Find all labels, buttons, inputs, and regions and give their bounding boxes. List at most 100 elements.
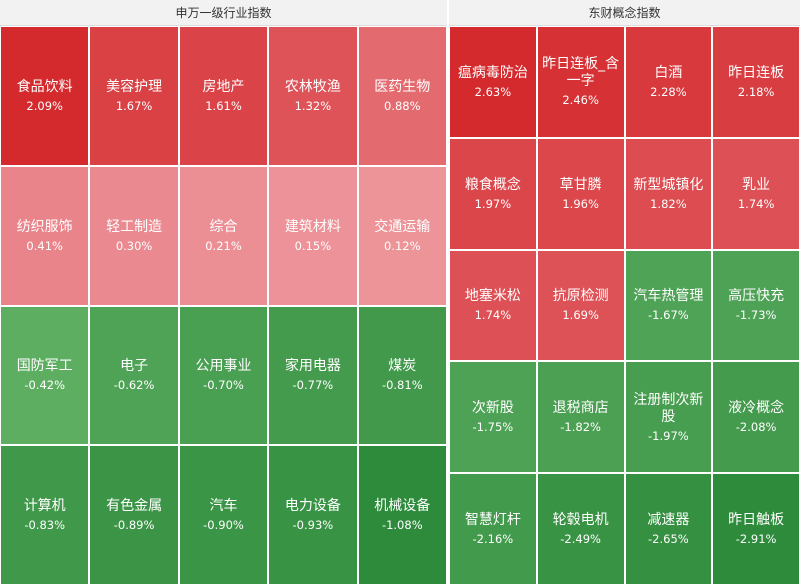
industry-tile-name: 农林牧渔 <box>284 78 341 95</box>
concept-tile-change: -1.67% <box>648 308 689 323</box>
industry-tile-change: 0.21% <box>205 238 242 253</box>
industry-tile[interactable]: 医药生物 0.88% <box>357 26 447 166</box>
concept-panel-title: 东财概念指数 <box>449 0 800 26</box>
concept-tile[interactable]: 昨日连板_含一字 2.46% <box>536 26 625 138</box>
industry-tile[interactable]: 计算机 -0.83% <box>0 445 90 585</box>
concept-tile[interactable]: 注册制次新股 -1.97% <box>624 361 713 474</box>
industry-tile-name: 机械设备 <box>374 498 431 515</box>
industry-tile-name: 纺织服饰 <box>16 218 73 235</box>
concept-tile[interactable]: 白酒 2.28% <box>624 26 713 138</box>
concept-tile-change: 1.74% <box>474 308 512 323</box>
concept-tile-name: 抗原检测 <box>552 288 609 305</box>
concept-tile-change: -2.91% <box>735 532 777 547</box>
concept-tile-change: 2.18% <box>737 84 775 99</box>
concept-tile-change: 2.63% <box>474 84 512 99</box>
concept-tile[interactable]: 瘟病毒防治 2.63% <box>449 26 537 138</box>
industry-tile[interactable]: 有色金属 -0.89% <box>89 445 179 585</box>
concept-tile[interactable]: 轮毂电机 -2.49% <box>536 473 625 585</box>
industry-tile[interactable]: 建筑材料 0.15% <box>268 165 358 306</box>
industry-tile-name: 综合 <box>209 218 238 235</box>
concept-tile-name: 液冷概念 <box>728 400 785 417</box>
concept-tile-name: 智慧灯杆 <box>464 512 521 529</box>
industry-tile-change: 0.41% <box>26 238 63 253</box>
concept-tile-change: 2.28% <box>650 84 687 99</box>
industry-tile-name: 家用电器 <box>284 358 341 375</box>
industry-tile-change: 0.12% <box>384 238 421 253</box>
industry-tile-name: 电子 <box>120 358 149 375</box>
industry-tile[interactable]: 家用电器 -0.77% <box>268 305 358 446</box>
concept-tile[interactable]: 抗原检测 1.69% <box>536 249 625 362</box>
industry-tile-name: 轻工制造 <box>106 218 163 235</box>
industry-tile-name: 交通运输 <box>374 218 431 235</box>
industry-tile-name: 有色金属 <box>106 498 163 515</box>
concept-tile-name: 白酒 <box>654 64 683 81</box>
industry-tile-name: 煤炭 <box>388 358 417 375</box>
concept-tile[interactable]: 草甘膦 1.96% <box>536 137 625 250</box>
concept-tile-name: 乳业 <box>742 176 771 193</box>
industry-tile-change: 0.15% <box>294 238 332 253</box>
industry-tile-name: 公用事业 <box>195 358 252 375</box>
industry-tile[interactable]: 轻工制造 0.30% <box>89 165 179 306</box>
industry-tile[interactable]: 煤炭 -0.81% <box>357 305 447 446</box>
industry-tile-name: 建筑材料 <box>284 218 341 235</box>
concept-tile[interactable]: 高压快充 -1.73% <box>712 249 800 362</box>
concept-tile-name: 瘟病毒防治 <box>457 64 528 81</box>
industry-tile[interactable]: 农林牧渔 1.32% <box>268 26 358 166</box>
concept-tile-name: 轮毂电机 <box>552 512 609 529</box>
industry-tile[interactable]: 国防军工 -0.42% <box>0 305 90 446</box>
industry-tile-name: 医药生物 <box>374 78 431 95</box>
concept-tile-name: 注册制次新股 <box>633 391 704 425</box>
concept-tile[interactable]: 汽车热管理 -1.67% <box>624 249 713 362</box>
industry-tile[interactable]: 电力设备 -0.93% <box>268 445 358 585</box>
industry-tile[interactable]: 公用事业 -0.70% <box>178 305 269 446</box>
concept-tile-change: -1.73% <box>735 308 777 323</box>
concept-tile-name: 新型城镇化 <box>633 176 704 193</box>
industry-tile[interactable]: 汽车 -0.90% <box>178 445 269 585</box>
industry-tile-change: -0.90% <box>203 518 244 533</box>
concept-tile[interactable]: 次新股 -1.75% <box>449 361 537 474</box>
industry-tile[interactable]: 美容护理 1.67% <box>89 26 179 166</box>
concept-tile-name: 减速器 <box>647 512 690 529</box>
concept-tile-name: 昨日连板 <box>728 64 785 81</box>
concept-tile-change: -2.16% <box>472 532 514 547</box>
concept-tile-name: 汽车热管理 <box>633 288 704 305</box>
concept-tile[interactable]: 减速器 -2.65% <box>624 473 713 585</box>
industry-tile-change: -0.42% <box>24 378 66 393</box>
concept-tile-change: 1.74% <box>737 196 775 211</box>
concept-tile[interactable]: 昨日触板 -2.91% <box>712 473 800 585</box>
concept-tile-name: 退税商店 <box>552 400 609 417</box>
industry-tile-change: -0.62% <box>113 378 155 393</box>
industry-tile[interactable]: 房地产 1.61% <box>178 26 269 166</box>
industry-tile-name: 计算机 <box>23 498 66 515</box>
concept-tile-change: -2.08% <box>735 420 777 435</box>
industry-tile-change: 2.09% <box>26 98 63 113</box>
concept-tile[interactable]: 新型城镇化 1.82% <box>624 137 713 250</box>
concept-tile-change: -1.82% <box>560 420 601 435</box>
industry-heatmap: 食品饮料 2.09% 美容护理 1.67% 房地产 1.61% 农林牧渔 1.32% 医药生物 0… <box>0 26 447 585</box>
industry-tile[interactable]: 食品饮料 2.09% <box>0 26 90 166</box>
concept-tile[interactable]: 地塞米松 1.74% <box>449 249 537 362</box>
industry-tile[interactable]: 电子 -0.62% <box>89 305 179 446</box>
industry-tile-name: 国防军工 <box>16 358 73 375</box>
concept-tile-change: -1.75% <box>472 420 514 435</box>
industry-tile[interactable]: 综合 0.21% <box>178 165 269 306</box>
concept-tile-change: 1.97% <box>474 196 512 211</box>
industry-tile-name: 食品饮料 <box>16 78 73 95</box>
concept-tile[interactable]: 乳业 1.74% <box>712 137 800 250</box>
concept-tile-name: 次新股 <box>471 400 514 417</box>
industry-tile-change: 0.30% <box>115 238 153 253</box>
concept-tile[interactable]: 退税商店 -1.82% <box>536 361 625 474</box>
industry-tile-change: -0.77% <box>292 378 334 393</box>
concept-tile-name: 高压快充 <box>728 288 785 305</box>
industry-tile-change: 1.67% <box>115 98 153 113</box>
industry-tile[interactable]: 机械设备 -1.08% <box>357 445 447 585</box>
concept-tile[interactable]: 液冷概念 -2.08% <box>712 361 800 474</box>
industry-tile[interactable]: 交通运输 0.12% <box>357 165 447 306</box>
industry-tile-change: -0.93% <box>292 518 334 533</box>
concept-tile[interactable]: 粮食概念 1.97% <box>449 137 537 250</box>
industry-tile[interactable]: 纺织服饰 0.41% <box>0 165 90 306</box>
industry-tile-change: -0.81% <box>381 378 423 393</box>
concept-tile[interactable]: 昨日连板 2.18% <box>712 26 800 138</box>
concept-heatmap: 瘟病毒防治 2.63% 昨日连板_含一字 2.46% 白酒 2.28% 昨日连板 2.18% 粮… <box>449 26 800 585</box>
concept-tile[interactable]: 智慧灯杆 -2.16% <box>449 473 537 585</box>
